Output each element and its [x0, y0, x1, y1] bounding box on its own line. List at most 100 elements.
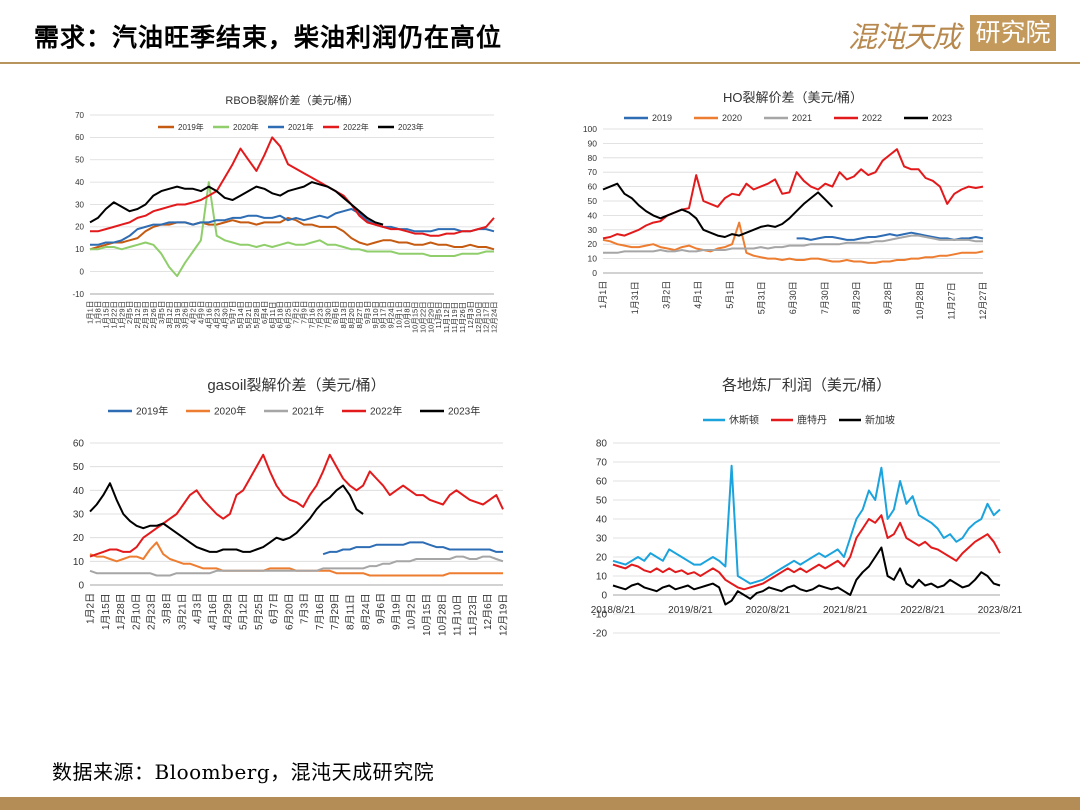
refinery-margin-y-tick-2: 0: [601, 591, 607, 602]
gasoil-legend-label-0: 2019年: [136, 405, 168, 418]
rbob-x-tick-29: 7月23日: [315, 301, 324, 329]
ho-x-tick-5: 5月31日: [756, 281, 766, 314]
refinery-margin-y-tick-0: -20: [593, 629, 608, 640]
gasoil-x-tick-6: 3月21日: [176, 593, 188, 630]
refinery-margin-y-tick-4: 20: [596, 553, 608, 564]
ho-y-tick-8: 80: [588, 153, 598, 163]
refinery-margin-x-tick-3: 2021/8/21: [823, 605, 868, 616]
refinery-margin-y-tick-3: 10: [596, 572, 608, 583]
gasoil-x-tick-27: 12月19日: [498, 594, 510, 636]
gasoil-x-tick-3: 2月10日: [130, 593, 142, 630]
gasoil-x-tick-25: 11月23日: [467, 594, 479, 636]
rbob-x-tick-7: 2月19日: [141, 301, 150, 329]
refinery-margin-y-tick-7: 50: [596, 496, 608, 507]
rbob-x-tick-45: 11月12日: [442, 302, 451, 333]
ho-series-0: [796, 231, 984, 241]
rbob-x-tick-33: 8月20日: [347, 301, 356, 329]
rbob-x-tick-48: 12月3日: [466, 301, 475, 329]
rbob-x-tick-28: 7月16日: [307, 301, 316, 329]
ho-x-tick-11: 11月27日: [946, 282, 956, 319]
rbob-x-tick-19: 5月14日: [236, 301, 245, 329]
gasoil-legend-label-2: 2021年: [292, 405, 324, 418]
rbob-y-tick-1: 0: [80, 267, 85, 276]
gasoil-x-tick-8: 4月16日: [207, 593, 219, 630]
gasoil-y-tick-4: 40: [73, 486, 85, 497]
rbob-y-tick-2: 10: [75, 245, 84, 254]
rbob-legend-label-0: 2019年: [178, 122, 204, 132]
rbob-x-tick-41: 10月15日: [410, 301, 419, 333]
refinery-margin-x-tick-5: 2023/8/21: [978, 605, 1023, 616]
ho-x-tick-4: 5月1日: [725, 281, 735, 309]
gasoil-x-tick-22: 10月15日: [421, 594, 433, 636]
rbob-x-tick-3: 1月22日: [109, 301, 118, 329]
gasoil-x-tick-11: 5月25日: [253, 593, 265, 630]
logo-badge: 研究院: [970, 15, 1056, 51]
rbob-x-tick-20: 5月21日: [244, 301, 253, 329]
refinery-margin-y-tick-5: 30: [596, 534, 608, 545]
refinery-margin-y-tick-9: 70: [596, 458, 608, 469]
rbob-x-tick-32: 8月13日: [339, 301, 348, 329]
gasoil-y-tick-6: 60: [73, 439, 85, 450]
ho-x-tick-0: 1月1日: [598, 281, 608, 309]
ho-y-tick-5: 50: [588, 196, 598, 206]
refinery-margin-series-1: [612, 514, 1001, 591]
ho-y-tick-1: 10: [588, 254, 598, 264]
rbob-x-tick-34: 8月27日: [355, 301, 364, 329]
ho-x-tick-9: 9月28日: [883, 281, 893, 314]
ho-legend-label-4: 2023: [932, 113, 952, 123]
rbob-x-tick-51: 12月24日: [490, 301, 499, 333]
gasoil-chart: gasoil裂解价差（美元/桶） 2019年 2020年 2021年 2022年 2023…: [73, 377, 510, 636]
refinery-margin-title: 各地炼厂利润（美元/桶）: [722, 377, 891, 394]
ho-legend-label-2: 2021: [792, 113, 812, 123]
ho-y-tick-10: 100: [583, 124, 597, 134]
rbob-x-tick-11: 3月19日: [173, 301, 182, 329]
rbob-x-tick-2: 1月15日: [101, 301, 110, 329]
gasoil-x-tick-13: 6月20日: [283, 593, 295, 630]
ho-title: HO裂解价差（美元/桶）: [723, 90, 863, 105]
rbob-x-tick-46: 11月19日: [450, 302, 459, 333]
ho-x-tick-7: 7月30日: [820, 281, 830, 314]
gasoil-series-3: [89, 453, 504, 558]
rbob-title: RBOB裂解价差（美元/桶）: [225, 93, 358, 107]
rbob-series-3: [90, 136, 495, 237]
rbob-x-tick-27: 7月9日: [300, 301, 309, 324]
ho-x-tick-8: 8月29日: [851, 281, 861, 314]
rbob-x-tick-0: 1月1日: [86, 301, 95, 324]
rbob-x-tick-44: 11月5日: [434, 302, 443, 329]
ho-y-tick-4: 40: [588, 210, 598, 220]
gasoil-y-tick-3: 30: [73, 510, 85, 521]
gasoil-series-4: [89, 482, 364, 553]
gasoil-x-tick-20: 9月19日: [390, 593, 402, 630]
ho-legend-label-0: 2019: [652, 113, 672, 123]
rbob-x-tick-16: 4月23日: [212, 301, 221, 329]
gasoil-title: gasoil裂解价差（美元/桶）: [207, 377, 385, 394]
rbob-x-tick-6: 2月12日: [133, 301, 142, 329]
rbob-x-tick-31: 8月6日: [331, 301, 340, 324]
rbob-x-tick-21: 5月28日: [252, 301, 261, 329]
refinery-margin-legend-label-1: 鹿特丹: [797, 414, 827, 427]
ho-chart: HO裂解价差（美元/桶） 2019 2020 2021 2022 2023 0 10 20 30 4…: [583, 90, 988, 320]
rbob-x-tick-14: 4月9日: [197, 301, 206, 324]
ho-series-1: [602, 221, 984, 264]
ho-x-tick-12: 12月27日: [978, 282, 988, 320]
gasoil-y-tick-0: 0: [78, 581, 84, 592]
rbob-x-tick-24: 6月18日: [276, 301, 285, 329]
rbob-y-tick-3: 20: [75, 223, 84, 232]
rbob-x-tick-26: 7月2日: [292, 301, 301, 324]
refinery-margin-x-tick-0: 2018/8/21: [591, 605, 636, 616]
gasoil-x-tick-26: 12月6日: [482, 593, 494, 630]
gasoil-y-tick-2: 20: [73, 533, 85, 544]
rbob-series-2: [90, 208, 495, 246]
ho-series-4: [602, 182, 834, 238]
rbob-x-tick-25: 6月25日: [284, 301, 293, 329]
ho-x-tick-10: 10月28日: [915, 282, 925, 320]
gasoil-legend-label-1: 2020年: [214, 405, 246, 418]
gasoil-x-tick-17: 8月11日: [345, 594, 357, 630]
gasoil-x-tick-7: 4月3日: [192, 593, 204, 624]
refinery-margin-x-tick-2: 2020/8/21: [746, 605, 791, 616]
rbob-chart: RBOB裂解价差（美元/桶） 2019年 2020年 2021年 2022年 2023年 -…: [72, 93, 498, 333]
rbob-x-tick-50: 12月17日: [482, 301, 491, 333]
ho-legend-label-1: 2020: [722, 113, 742, 123]
rbob-legend-label-4: 2023年: [398, 122, 424, 132]
